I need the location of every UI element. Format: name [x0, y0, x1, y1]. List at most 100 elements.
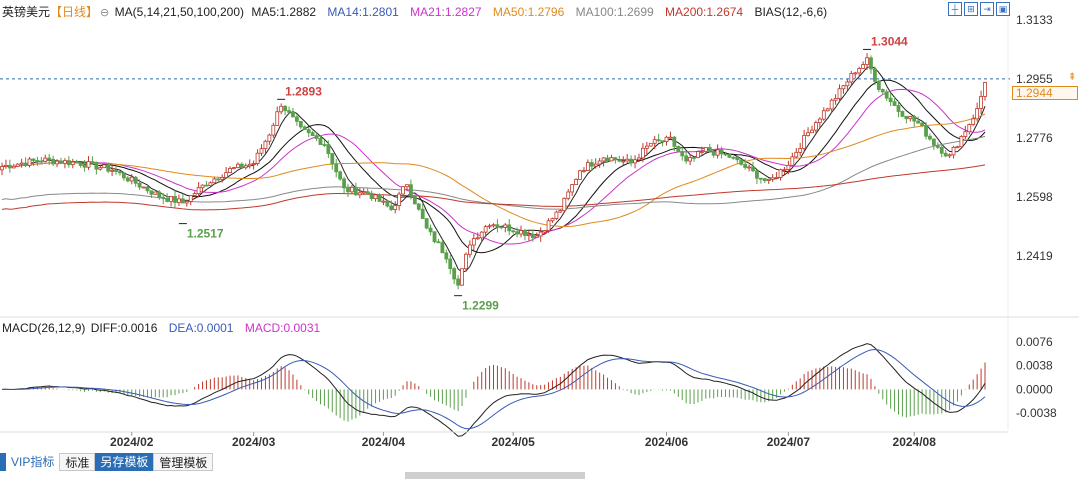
candle-body	[971, 118, 976, 125]
time-tick-label: 2024/02	[110, 435, 154, 449]
candle-body	[931, 138, 936, 146]
ma200-line	[1, 164, 986, 211]
crosshair-icon[interactable]: ┼	[948, 2, 962, 16]
candle-body	[66, 160, 71, 166]
candle-body	[684, 155, 689, 162]
macd-header: MACD(26,12,9) DIFF:0.0016 DEA:0.0001 MAC…	[2, 321, 320, 335]
candlesticks	[0, 53, 987, 290]
candle-body	[715, 149, 720, 156]
candle-body	[243, 165, 248, 169]
candle-body	[27, 158, 32, 166]
expand-up-icon[interactable]: ⇞	[1068, 72, 1077, 83]
candle-body	[251, 163, 256, 165]
candle-body	[644, 145, 649, 149]
candle-body	[731, 156, 736, 159]
candle-body	[857, 67, 862, 74]
candle-body	[723, 153, 728, 156]
chart-header: 英镑美元【日线】 ⊖ MA(5,14,21,50,100,200) MA5:1.2…	[2, 3, 827, 20]
candle-body	[621, 160, 626, 163]
candle-body	[680, 151, 685, 157]
vip-indicators-button[interactable]: VIP指标	[11, 455, 55, 469]
time-tick-label: 2024/07	[767, 435, 811, 449]
ma14-value: MA14:1.2801	[327, 5, 399, 19]
candle-body	[401, 186, 405, 195]
candle-body	[924, 125, 928, 137]
candle-body	[86, 161, 91, 168]
candle-body	[841, 85, 846, 90]
candle-body	[106, 164, 111, 172]
candle-body	[460, 268, 464, 286]
candle-body	[129, 176, 134, 182]
candle-body	[786, 164, 791, 170]
candle-body	[133, 176, 138, 184]
candle-body	[861, 64, 866, 69]
instrument-title: 英镑美元	[2, 5, 51, 19]
candle-body	[326, 144, 331, 154]
candle-body	[196, 187, 201, 194]
candle-body	[774, 177, 779, 179]
candle-body	[825, 108, 830, 112]
candle-body	[546, 220, 551, 231]
candle-body	[70, 161, 75, 166]
candle-body	[739, 159, 744, 165]
export-icon[interactable]: ⇥	[980, 2, 994, 16]
candle-body	[829, 99, 834, 110]
candle-body	[192, 193, 197, 196]
macd-diff: DIFF:0.0016	[90, 321, 158, 335]
candle-body	[884, 91, 889, 99]
candle-body	[15, 163, 20, 167]
candle-body	[212, 178, 217, 184]
candle-body	[928, 135, 932, 140]
candle-body	[869, 57, 873, 70]
candle-body	[448, 258, 453, 270]
candle-body	[464, 253, 468, 270]
period-label[interactable]: 【日线】	[50, 5, 99, 19]
manage-templates-button[interactable]: 管理模板	[153, 453, 214, 471]
save-as-template-button[interactable]: 另存模板	[95, 453, 154, 471]
candle-body	[503, 224, 508, 228]
candle-body	[279, 105, 284, 113]
candle-body	[302, 126, 307, 131]
candle-body	[247, 163, 252, 167]
fullscreen-icon[interactable]: ▣	[996, 2, 1010, 16]
candle-body	[440, 242, 445, 254]
candle-body	[353, 186, 358, 196]
annotation-label: 1.2893	[285, 84, 322, 98]
ma5-value: MA5:1.2882	[251, 5, 317, 19]
candle-body	[582, 170, 586, 173]
candle-body	[751, 166, 755, 172]
settings-icon[interactable]: ⊖	[100, 7, 110, 19]
zoom-icon[interactable]: ⊞	[964, 2, 978, 16]
candle-body	[876, 80, 881, 90]
ma21-value: MA21:1.2827	[410, 5, 482, 19]
candle-body	[149, 190, 154, 195]
candle-body	[908, 116, 913, 120]
candle-body	[43, 157, 48, 162]
candle-body	[39, 160, 44, 163]
scroll-handle[interactable]	[405, 472, 585, 479]
candle-body	[90, 161, 95, 163]
candle-body	[483, 226, 488, 233]
standard-button[interactable]: 标准	[59, 453, 96, 471]
ma50-value: MA50:1.2796	[492, 5, 565, 19]
candle-body	[487, 225, 492, 228]
ma5-line	[1, 65, 986, 273]
candle-body	[475, 237, 480, 240]
macd-tick-label: -0.0038	[1016, 406, 1057, 420]
current-price-tag: 1.2944	[1012, 86, 1078, 100]
time-tick-label: 2024/05	[491, 435, 535, 449]
bias-label: BIAS(12,-6,6)	[754, 5, 828, 19]
candle-body	[432, 231, 437, 243]
candle-body	[468, 244, 472, 255]
candle-body	[633, 159, 637, 164]
macd-tick-label: 0.0000	[1016, 382, 1053, 396]
candle-body	[692, 157, 696, 159]
candle-body	[114, 169, 118, 172]
candle-body	[412, 195, 417, 205]
candle-body	[110, 169, 114, 172]
candle-body	[94, 161, 99, 170]
candle-body	[810, 129, 814, 134]
macd-dea-line	[2, 348, 986, 430]
candle-body	[35, 160, 40, 162]
